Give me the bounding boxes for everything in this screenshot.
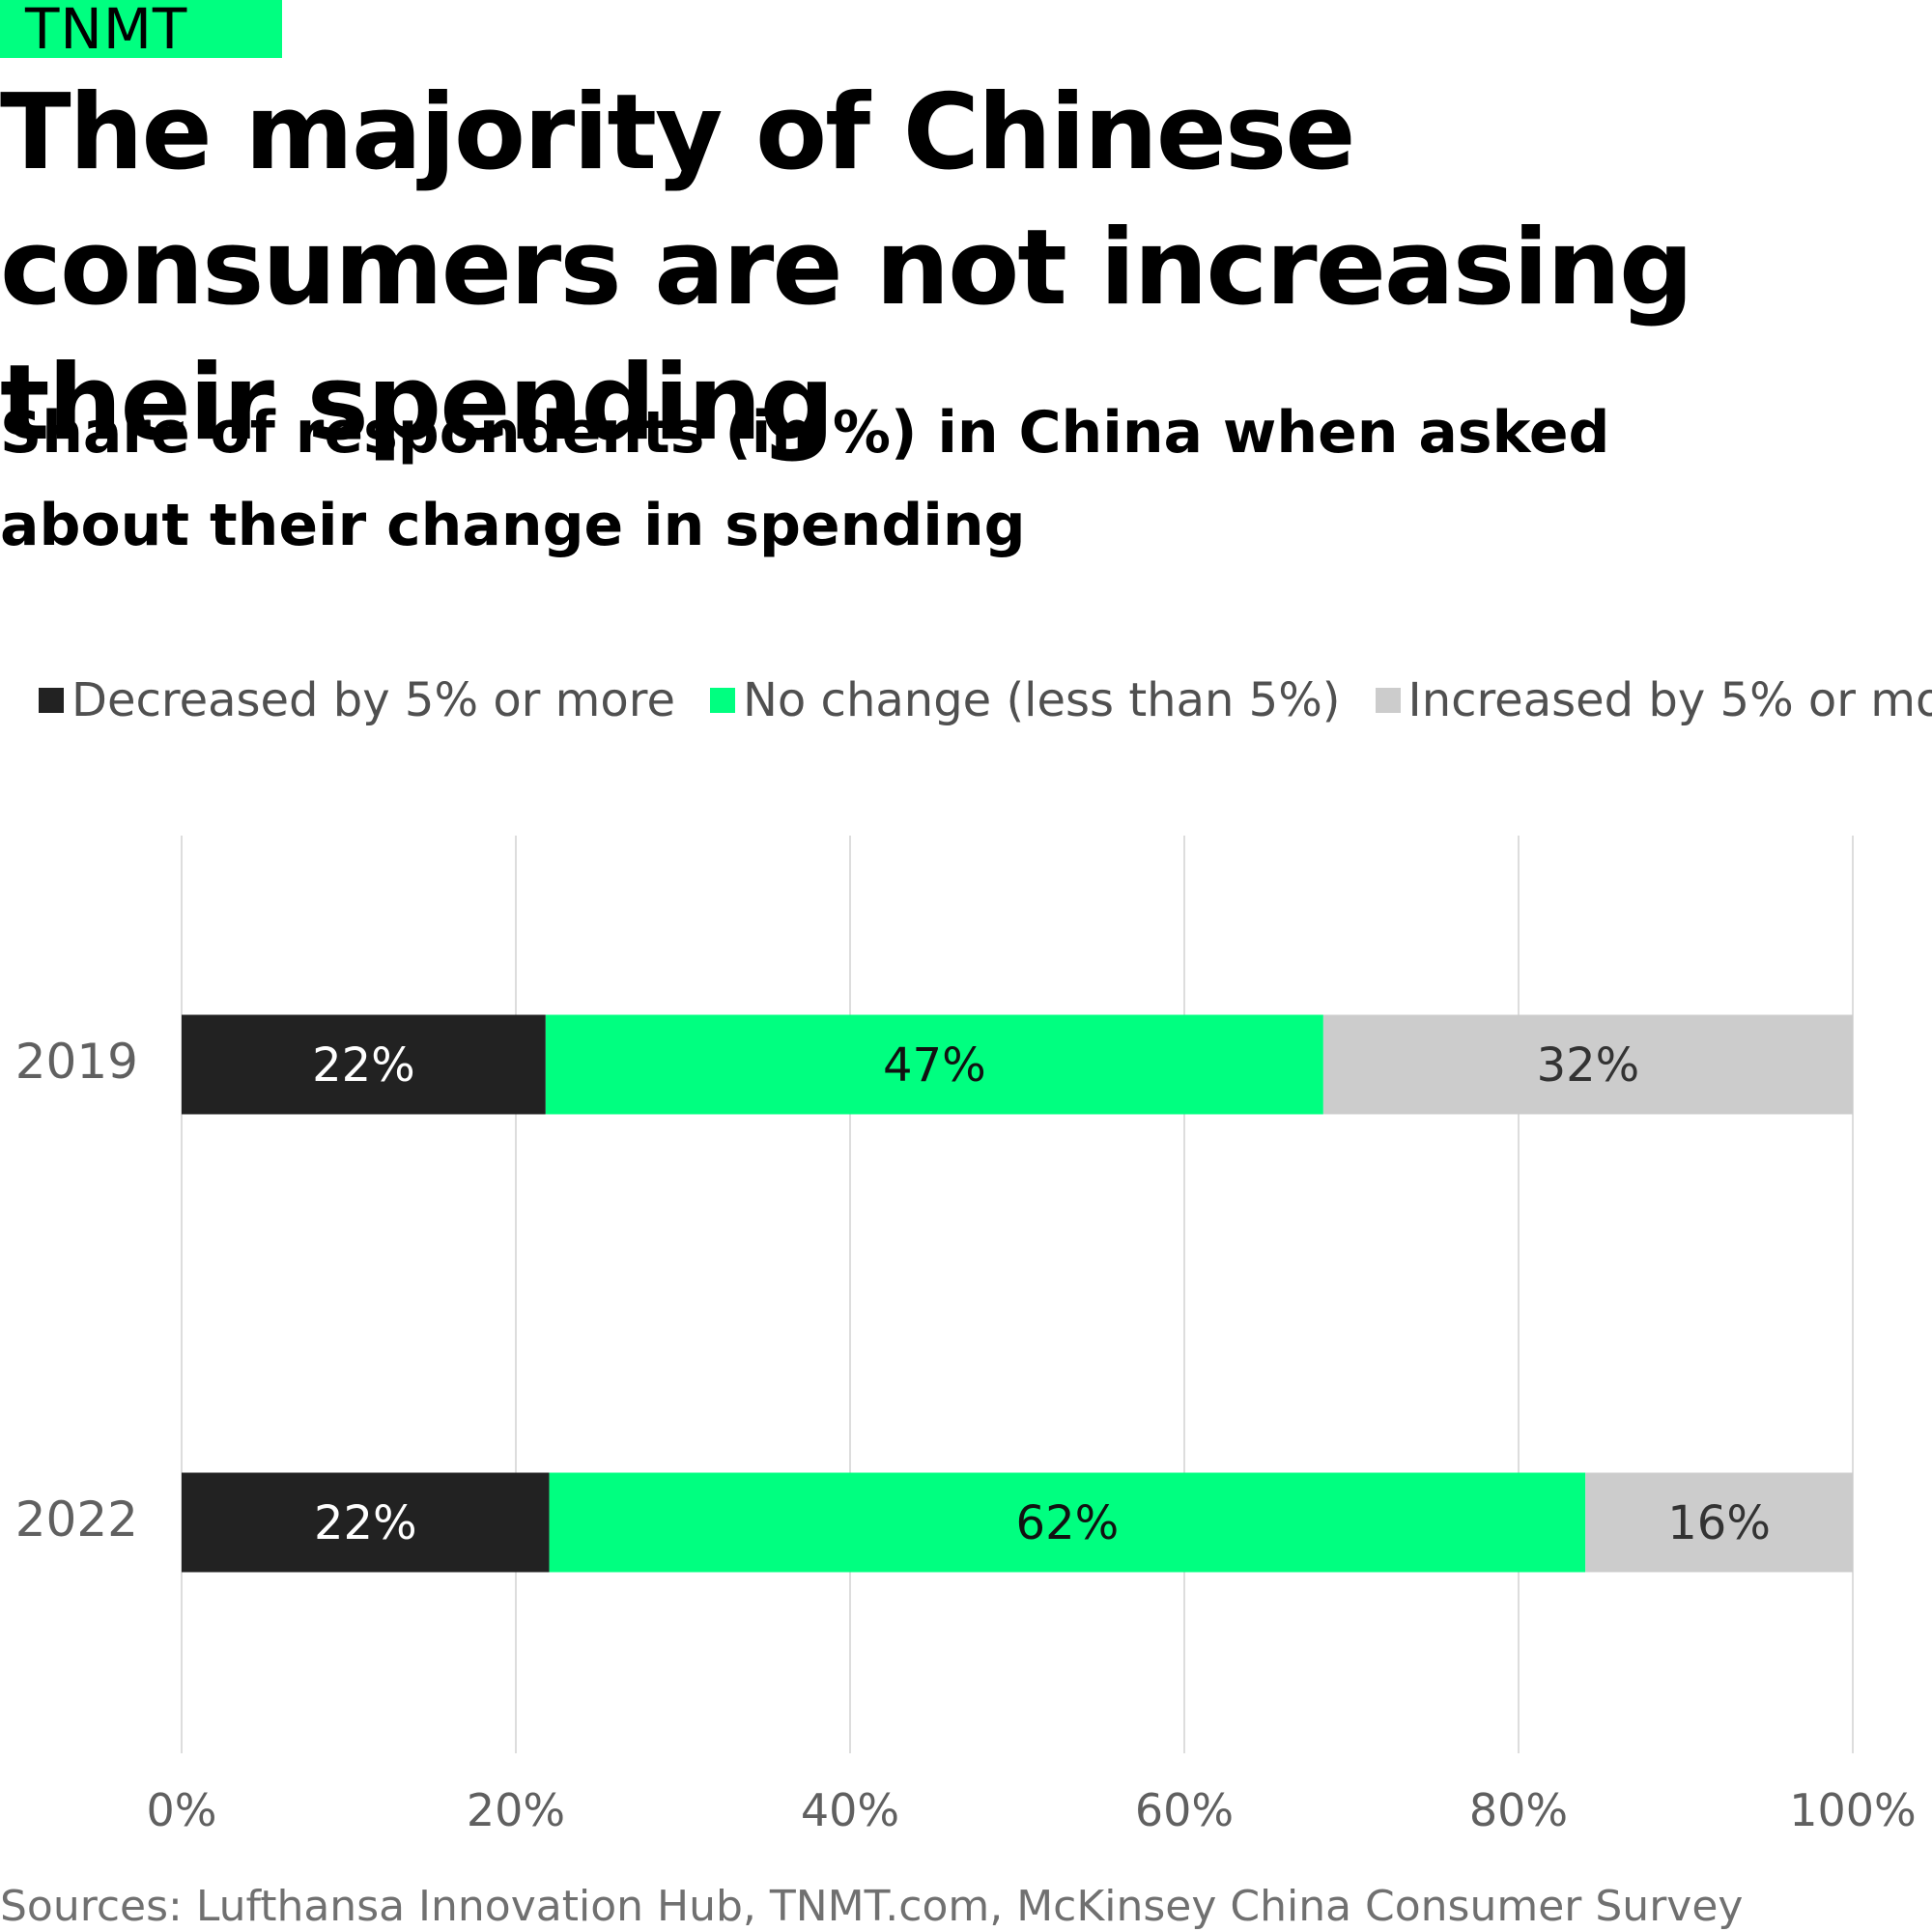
bar-segment [182, 1472, 550, 1573]
x-tick-label: 0% [147, 1784, 217, 1836]
x-tick-label: 20% [467, 1784, 565, 1836]
bar-segment [182, 1014, 546, 1115]
bar-data-label: 62% [1016, 1496, 1120, 1550]
brand-logo-text: TNMT [25, 0, 188, 62]
y-category-label: 2022 [15, 1492, 138, 1548]
x-tick-label: 80% [1469, 1784, 1568, 1836]
legend-swatch-increased [1375, 688, 1401, 713]
y-category-label: 2019 [15, 1034, 138, 1090]
bar-data-label: 32% [1537, 1038, 1640, 1093]
legend-label-no-change: No change (less than 5%) [743, 673, 1341, 727]
chart-subtitle: Share of respondents (in %) in China whe… [0, 399, 1610, 559]
legend-label-increased: Increased by 5% or more [1407, 673, 1932, 727]
bar-segment [549, 1472, 1586, 1573]
chart-title: The majority of Chinese consumers are no… [0, 72, 1693, 464]
bar-data-label: 16% [1667, 1496, 1771, 1550]
x-tick-label: 40% [801, 1784, 899, 1836]
bar-segment [545, 1014, 1323, 1115]
legend-item-increased: Increased by 5% or more [1375, 673, 1932, 727]
bar-segment [1322, 1014, 1853, 1115]
bar-data-label: 47% [883, 1038, 986, 1093]
legend-swatch-no-change [710, 688, 736, 713]
legend-label-decreased: Decreased by 5% or more [71, 673, 676, 727]
x-tick-label: 100% [1789, 1784, 1917, 1836]
bar-data-label: 22% [312, 1038, 415, 1093]
brand-logo: TNMT [0, 0, 282, 62]
stacked-bar-chart: 0% 20% 40% 60% 80% 100% 22% 47% 32% 2019 22% 62% 16%… [15, 836, 1917, 1836]
legend-swatch-decreased [39, 688, 64, 713]
x-tick-label: 60% [1135, 1784, 1234, 1836]
bar-segment [1585, 1472, 1853, 1573]
legend-item-no-change: No change (less than 5%) [710, 673, 1341, 727]
legend-item-decreased: Decreased by 5% or more [39, 673, 675, 727]
chart-legend: Decreased by 5% or more No change (less … [39, 667, 1932, 734]
source-note: Sources: Lufthansa Innovation Hub, TNMT.… [0, 1882, 1744, 1931]
bar-data-label: 22% [314, 1496, 417, 1550]
